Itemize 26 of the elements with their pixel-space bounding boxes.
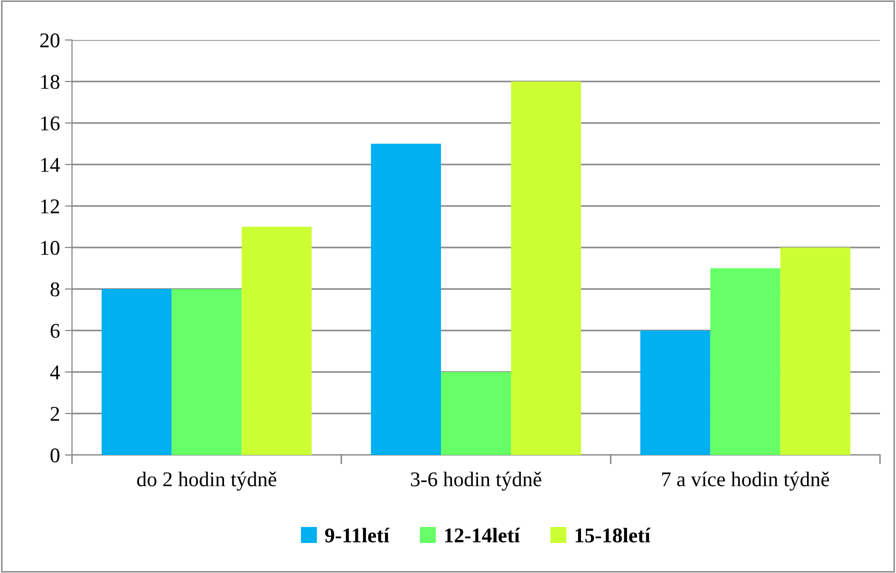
bar: [370, 144, 441, 455]
y-tick-label: 4: [50, 366, 60, 380]
x-tick-label: 7 a více hodin týdně: [662, 472, 830, 491]
bar: [242, 226, 312, 455]
bar: [172, 289, 242, 455]
legend-label: 12-14letí: [445, 528, 520, 542]
x-tick-label: 3-6 hodin týdně: [411, 472, 542, 491]
y-tick-label: 12: [41, 199, 60, 214]
bar: [511, 82, 582, 455]
y-tick-label: 18: [41, 74, 60, 89]
y-tick-label: 0: [50, 448, 60, 462]
y-tick-label: 6: [50, 324, 60, 338]
y-tick-label: 2: [50, 406, 60, 421]
bar: [440, 372, 512, 455]
bar: [640, 330, 710, 455]
legend-label: 15-18letí: [576, 528, 651, 542]
bar: [710, 268, 780, 455]
x-tick-label: do 2 hodin týdně: [137, 472, 276, 491]
y-tick-label: 10: [41, 240, 60, 255]
legend-label: 9-11letí: [325, 528, 390, 542]
bar: [780, 248, 850, 455]
bar: [102, 289, 172, 455]
y-tick-label: 14: [41, 158, 60, 172]
y-tick-label: 8: [50, 282, 60, 296]
y-tick-label: 16: [41, 116, 60, 130]
y-tick-label: 20: [40, 33, 60, 48]
